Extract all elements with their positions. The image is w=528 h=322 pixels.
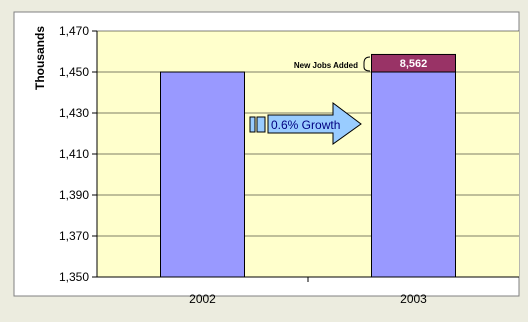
y-tick-label: 1,390: [59, 188, 89, 202]
x-tick-label: 2002: [189, 292, 216, 306]
new-jobs-added-value: 8,562: [400, 58, 428, 70]
new-jobs-added-label: New Jobs Added: [294, 61, 358, 70]
new-jobs-callout: New Jobs Added 8,562: [294, 56, 428, 72]
y-tick-label: 1,410: [59, 147, 89, 161]
y-tick-label: 1,370: [59, 229, 89, 243]
y-tick-label: 1,430: [59, 106, 89, 120]
y-tick-label: 1,450: [59, 65, 89, 79]
callout-bracket: [363, 56, 371, 72]
bar-new-jobs-2003: [371, 53, 456, 73]
y-tick-label: 1,470: [59, 24, 89, 38]
growth-arrow-stripe-2: [256, 116, 266, 133]
bars: [160, 53, 456, 278]
y-axis-ticks: 1,350 1,370 1,390 1,410 1,430 1,450 1,470: [59, 24, 97, 284]
y-axis-title: Thousands: [33, 26, 47, 90]
x-axis-ticks: 2002 2003: [189, 277, 427, 306]
growth-label: 0.6% Growth: [271, 118, 340, 132]
growth-arrow-shape: [267, 102, 362, 145]
growth-arrow-stripe-1: [249, 116, 256, 133]
bar-2003: [371, 71, 456, 278]
bar-2002: [160, 71, 245, 278]
y-tick-label: 1,350: [59, 270, 89, 284]
growth-arrow: 0.6% Growth: [249, 102, 362, 145]
x-tick-label: 2003: [400, 292, 427, 306]
